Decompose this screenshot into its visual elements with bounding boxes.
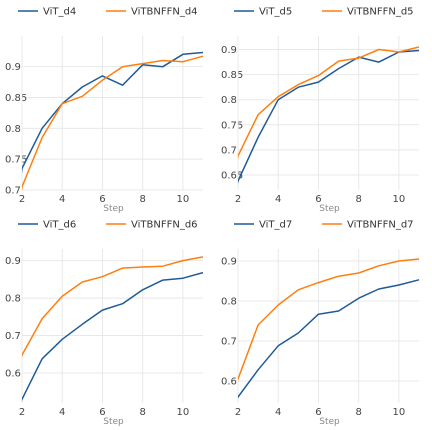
y-tick-label: 0.7 xyxy=(221,337,237,348)
y-tick-label: 0.9 xyxy=(221,45,237,56)
series-line-ViT_d6 xyxy=(22,271,204,402)
x-tick-label: 8 xyxy=(139,407,145,418)
x-tick-label: 2 xyxy=(235,194,241,205)
y-tick-label: 0.8 xyxy=(5,124,21,135)
y-tick-label: 0.85 xyxy=(5,93,27,104)
y-tick-label: 0.6 xyxy=(221,377,237,388)
x-tick-label: 6 xyxy=(99,407,105,418)
y-tick-label: 0.9 xyxy=(5,256,21,267)
x-axis-label: Step xyxy=(319,417,340,426)
y-tick-label: 0.65 xyxy=(221,170,243,181)
x-tick-label: 10 xyxy=(177,194,190,205)
y-tick-label: 0.9 xyxy=(5,62,21,73)
y-tick-label: 0.7 xyxy=(221,145,237,156)
chart-panel-d7: 0.6 0.7 0.8 0.9 2 4 6 8 10 Step ViT_d7 ViTBNFFN_d7 xyxy=(216,213,432,427)
y-tick-label: 0.6 xyxy=(5,369,21,380)
series-line-ViT_d7 xyxy=(238,279,420,399)
y-tick-label: 0.75 xyxy=(5,155,27,166)
y-tick-label: 0.9 xyxy=(221,257,237,268)
legend-label: ViT_d7 xyxy=(259,220,292,231)
legend-label: ViTBNFFN_d6 xyxy=(131,220,198,231)
legend-label: ViTBNFFN_d4 xyxy=(131,7,198,18)
series-line-ViTBNFFN_d7 xyxy=(238,258,420,381)
line-chart-d7: 0.6 0.7 0.8 0.9 2 4 6 8 10 Step ViT_d7 ViTBNFFN_d7 xyxy=(221,220,420,427)
series-line-ViTBNFFN_d4 xyxy=(22,55,204,192)
y-tick-label: 0.75 xyxy=(221,120,243,131)
y-tick-label: 0.7 xyxy=(5,186,21,197)
x-tick-label: 4 xyxy=(275,407,281,418)
y-tick-label: 0.8 xyxy=(221,297,237,308)
series-line-ViTBNFFN_d6 xyxy=(22,256,204,358)
series-line-ViT_d5 xyxy=(238,49,420,184)
line-chart-d5: 0.65 0.7 0.75 0.8 0.85 0.9 2 4 6 8 10 Step ViT_d5 ViT… xyxy=(221,7,420,214)
x-tick-label: 6 xyxy=(315,407,321,418)
x-tick-label: 4 xyxy=(275,194,281,205)
chart-panel-d6: 0.6 0.7 0.8 0.9 2 4 6 8 10 Step ViT_d6 ViTBNFFN_d6 xyxy=(0,213,216,427)
x-axis-label: Step xyxy=(103,204,124,213)
x-tick-label: 2 xyxy=(235,407,241,418)
x-tick-label: 10 xyxy=(177,407,190,418)
legend-label: ViTBNFFN_d7 xyxy=(347,220,414,231)
x-tick-label: 2 xyxy=(19,194,25,205)
x-tick-label: 10 xyxy=(393,407,406,418)
x-tick-label: 2 xyxy=(19,407,25,418)
legend-label: ViT_d4 xyxy=(43,7,76,18)
x-tick-label: 8 xyxy=(139,194,145,205)
legend-label: ViT_d5 xyxy=(259,7,292,18)
series-line-ViT_d4 xyxy=(22,51,204,174)
x-tick-label: 4 xyxy=(59,194,65,205)
legend-label: ViT_d6 xyxy=(43,220,76,231)
y-tick-label: 0.85 xyxy=(221,70,243,81)
x-tick-label: 6 xyxy=(315,194,321,205)
y-tick-label: 0.8 xyxy=(221,95,237,106)
y-tick-label: 0.8 xyxy=(5,294,21,305)
chart-panel-d4: 0.7 0.75 0.8 0.85 0.9 2 4 6 8 10 Step ViT_d4 ViTBNFF… xyxy=(0,0,216,214)
series-line-ViTBNFFN_d5 xyxy=(238,46,420,160)
x-tick-label: 8 xyxy=(355,407,361,418)
line-chart-d4: 0.7 0.75 0.8 0.85 0.9 2 4 6 8 10 Step ViT_d4 ViTBNFF… xyxy=(5,7,204,214)
x-tick-label: 10 xyxy=(393,194,406,205)
x-axis-label: Step xyxy=(319,204,340,213)
chart-panel-d5: 0.65 0.7 0.75 0.8 0.85 0.9 2 4 6 8 10 Step ViT_d5 ViT… xyxy=(216,0,432,214)
x-axis-label: Step xyxy=(103,417,124,426)
legend-label: ViTBNFFN_d5 xyxy=(347,7,414,18)
x-tick-label: 4 xyxy=(59,407,65,418)
line-chart-d6: 0.6 0.7 0.8 0.9 2 4 6 8 10 Step ViT_d6 ViTBNFFN_d6 xyxy=(5,220,204,427)
x-tick-label: 8 xyxy=(355,194,361,205)
x-tick-label: 6 xyxy=(99,194,105,205)
y-tick-label: 0.7 xyxy=(5,331,21,342)
